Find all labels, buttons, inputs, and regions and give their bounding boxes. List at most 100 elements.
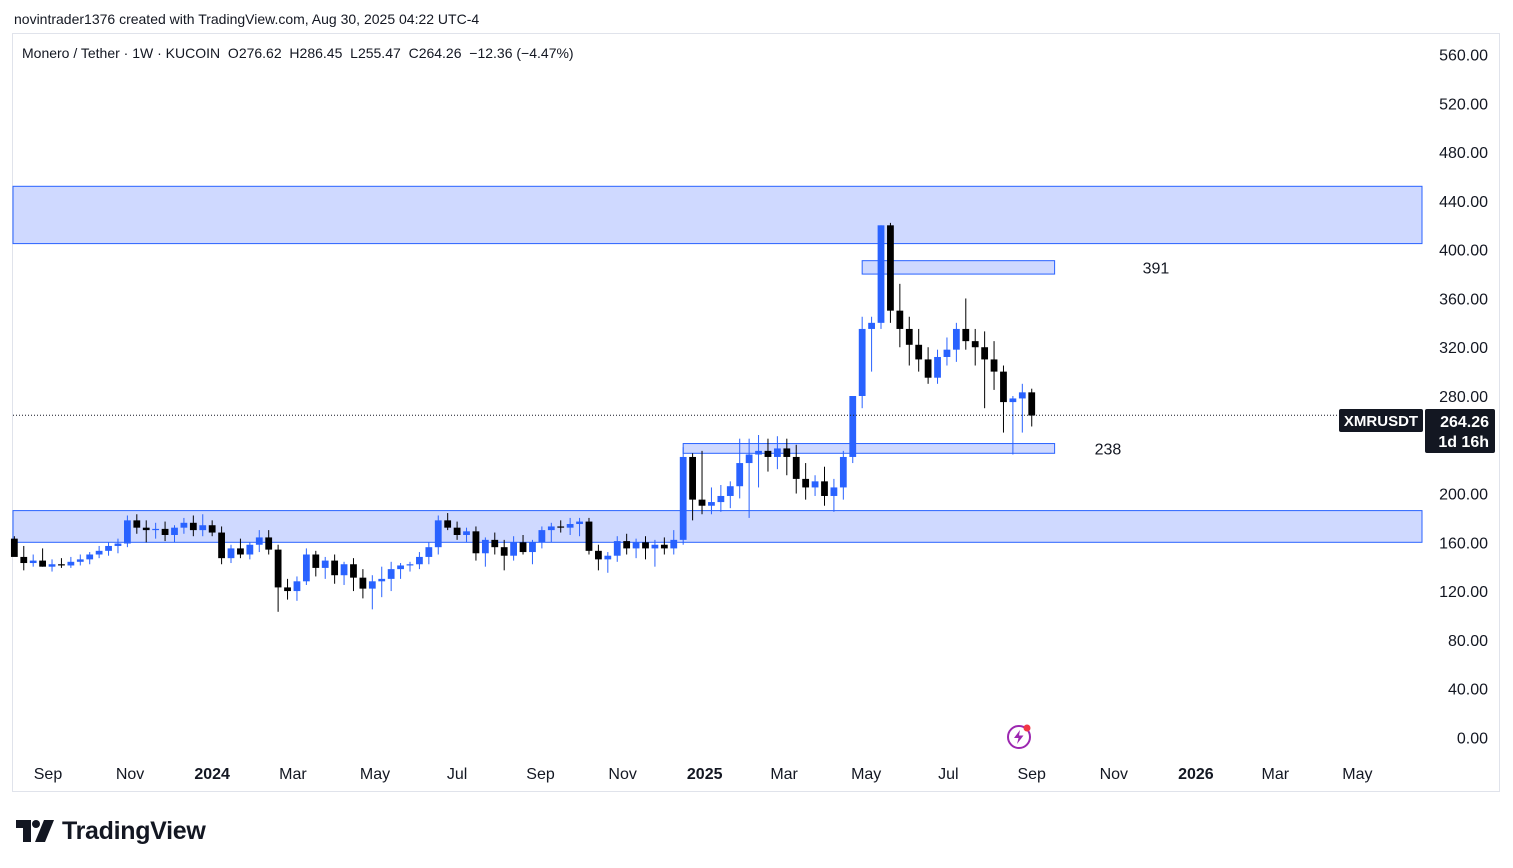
candle-body — [180, 522, 188, 528]
candle-body — [1018, 392, 1026, 399]
lightning-icon[interactable] — [1005, 723, 1033, 751]
candle — [76, 554, 84, 566]
chart-frame[interactable] — [12, 33, 1500, 792]
candle-body — [302, 554, 310, 582]
candle — [227, 544, 235, 564]
candle-body — [39, 560, 46, 567]
candle — [444, 513, 452, 531]
candle — [171, 525, 178, 543]
candle-body — [368, 581, 376, 589]
candle — [161, 521, 169, 542]
candle-body — [10, 538, 18, 557]
candle-body — [679, 456, 687, 540]
candle — [218, 526, 225, 565]
candle — [990, 341, 998, 390]
candle — [830, 478, 838, 512]
candle-body — [387, 569, 395, 579]
candle-body — [595, 550, 602, 560]
candle — [321, 556, 329, 579]
change-value: −12.36 (−4.47%) — [469, 45, 574, 61]
candle — [849, 396, 857, 464]
candle — [368, 575, 376, 610]
x-tick-label: Sep — [1017, 766, 1046, 783]
candle — [86, 552, 94, 565]
tradingview-logo-text: TradingView — [62, 816, 206, 845]
candle — [642, 536, 649, 560]
zone-label-238: 238 — [1095, 441, 1122, 458]
candle-body — [1009, 398, 1017, 403]
symbol-name: Monero / Tether · 1W · KUCOIN — [22, 45, 221, 61]
candle-body — [76, 559, 84, 562]
price-tag-bg — [1425, 409, 1495, 453]
candle-body — [340, 564, 348, 576]
candle-body — [934, 356, 941, 378]
candle-body — [58, 564, 65, 566]
zone-3 — [682, 443, 1056, 454]
candle — [481, 537, 489, 567]
y-tick-label: 120.00 — [1439, 584, 1488, 601]
low-label: L — [350, 45, 358, 61]
candle-body — [406, 564, 414, 566]
close-value: 264.26 — [418, 45, 462, 61]
candle — [67, 556, 75, 568]
candle-body — [971, 341, 979, 348]
candle-body — [576, 521, 583, 525]
candle — [1028, 388, 1036, 427]
candle-body — [199, 525, 207, 531]
y-tick-label: 520.00 — [1439, 96, 1488, 113]
candle — [350, 558, 357, 592]
candle-body — [802, 478, 810, 488]
candle — [237, 538, 244, 559]
candle-body — [359, 577, 367, 589]
candle — [576, 517, 583, 537]
candle-body — [274, 549, 282, 588]
candle — [896, 283, 904, 348]
candle-body — [29, 560, 37, 564]
tradingview-logo[interactable]: TradingView — [16, 815, 206, 847]
candle-body — [453, 527, 461, 535]
candle-body — [896, 310, 904, 329]
candle — [717, 485, 725, 512]
close-label: C — [408, 45, 419, 61]
candle-body — [698, 499, 706, 506]
candle — [698, 450, 706, 515]
x-tick-label: May — [851, 766, 881, 783]
candle — [519, 534, 527, 555]
candle-body — [265, 537, 273, 550]
candle — [340, 561, 348, 585]
candle — [821, 466, 828, 506]
candle-body — [623, 541, 631, 549]
x-tick-label: 2026 — [1178, 766, 1214, 783]
candle-body — [839, 456, 847, 488]
candle-body — [519, 542, 527, 553]
y-tick-label: 40.00 — [1448, 682, 1488, 699]
candle — [416, 552, 423, 570]
candle-body — [651, 544, 659, 549]
candle — [604, 552, 612, 573]
candle-body — [529, 542, 536, 553]
candle-body — [397, 565, 404, 570]
candle-body — [227, 548, 235, 559]
low-value: 255.47 — [357, 45, 401, 61]
candle-body — [255, 537, 263, 545]
candle — [48, 559, 56, 572]
candle — [943, 337, 951, 366]
candle — [95, 545, 103, 559]
y-tick-label: 80.00 — [1448, 633, 1488, 650]
candle-body — [887, 225, 894, 311]
candle-body — [114, 543, 122, 546]
candle — [613, 536, 621, 562]
candle-body — [463, 531, 470, 535]
candle-body — [491, 539, 499, 548]
high-value: 286.45 — [299, 45, 343, 61]
candle-body — [830, 487, 838, 496]
x-tick-label: Mar — [1262, 766, 1290, 783]
candle — [491, 532, 499, 555]
candle — [651, 539, 659, 567]
candle-body — [218, 532, 225, 559]
candle-body — [783, 448, 791, 457]
candle-body — [171, 527, 178, 535]
candle — [58, 558, 65, 568]
candle-body — [350, 564, 357, 578]
